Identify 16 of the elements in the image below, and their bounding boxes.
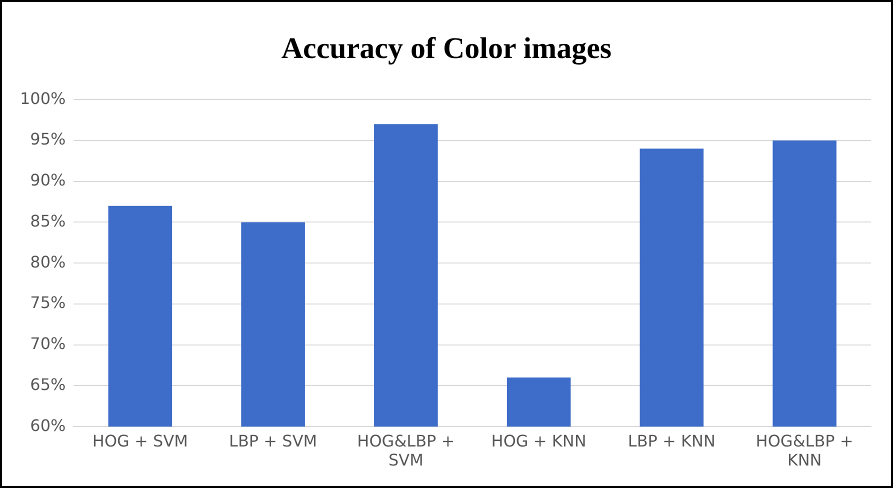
- x-tick-label: HOG + KNN: [491, 431, 586, 450]
- x-tick-label: LBP + SVM: [229, 431, 318, 450]
- y-tick-label: 95%: [30, 130, 66, 149]
- x-tick-label: HOG + SVM: [92, 431, 188, 450]
- y-tick-label: 70%: [30, 334, 66, 354]
- y-tick-label: 60%: [30, 416, 66, 435]
- y-tick-label: 85%: [30, 211, 66, 230]
- x-tick-label: HOG&LBP + SVM: [357, 431, 455, 470]
- x-tick-label: HOG&LBP + KNN: [756, 431, 854, 470]
- y-tick-label: 80%: [30, 252, 66, 272]
- chart-title: Accuracy of Color images: [280, 32, 613, 66]
- y-tick-label: 65%: [30, 374, 66, 394]
- y-tick-label: 100%: [20, 88, 66, 108]
- y-tick-label: 90%: [30, 170, 66, 190]
- y-tick-label: 75%: [30, 293, 66, 312]
- x-tick-label: LBP + KNN: [628, 431, 716, 450]
